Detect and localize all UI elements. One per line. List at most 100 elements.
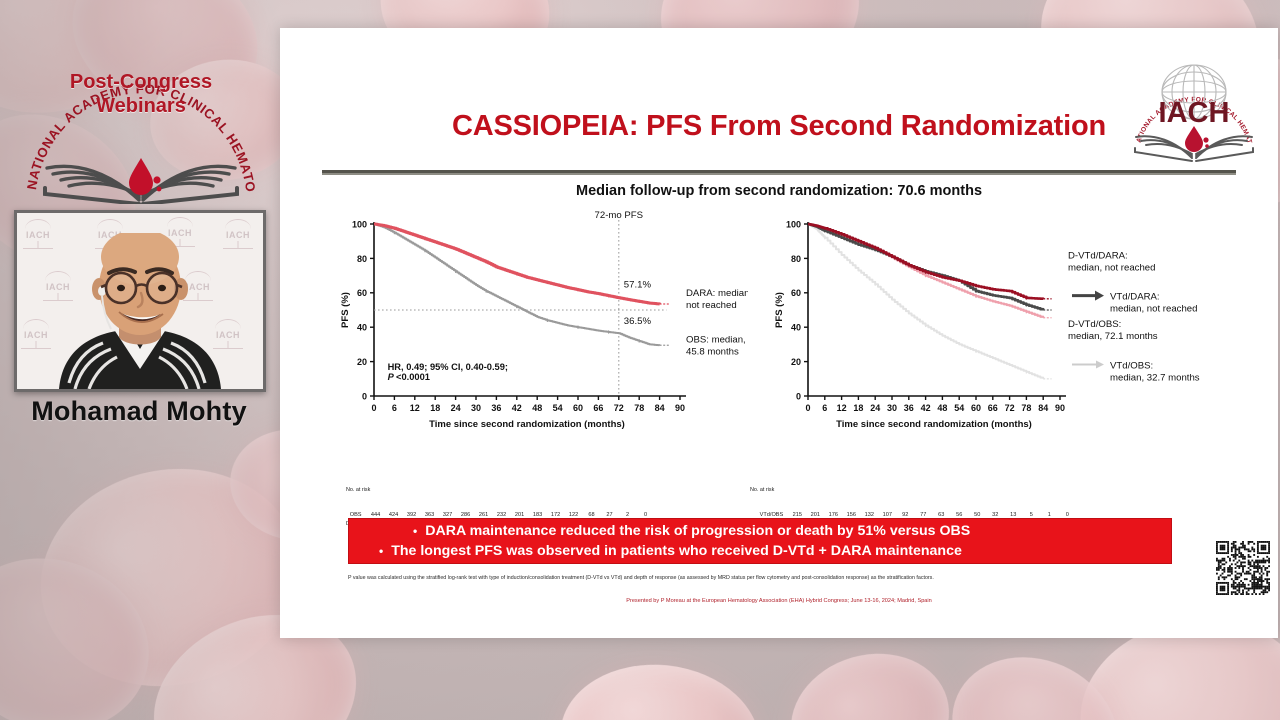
svg-text:100: 100 — [352, 219, 367, 229]
svg-text:57.1%: 57.1% — [624, 280, 652, 291]
risk-cell: 286 — [460, 512, 471, 519]
risk-cell: 0 — [1065, 512, 1069, 519]
svg-text:72: 72 — [614, 403, 624, 413]
svg-text:36.5%: 36.5% — [624, 316, 652, 327]
svg-text:VTd/OBS:: VTd/OBS: — [1110, 360, 1153, 371]
svg-text:72: 72 — [1005, 403, 1015, 413]
svg-text:18: 18 — [430, 403, 440, 413]
open-book-icon — [43, 158, 239, 204]
svg-text:54: 54 — [553, 403, 563, 413]
svg-text:54: 54 — [954, 403, 964, 413]
risk-cell: 13 — [1010, 512, 1017, 519]
svg-text:48: 48 — [532, 403, 542, 413]
open-book-icon — [1134, 135, 1254, 162]
risk-cell: 5 — [1029, 512, 1033, 519]
risk-cell: 122 — [568, 512, 579, 519]
slide-subheading: Median follow-up from second randomizati… — [575, 183, 983, 199]
video-watermark: IACH — [213, 319, 243, 349]
iach-logo-acronym: IACH — [1159, 97, 1230, 129]
speaker-portrait — [59, 233, 221, 389]
svg-text:D-VTd/OBS:: D-VTd/OBS: — [1068, 319, 1121, 330]
svg-text:PFS (%): PFS (%) — [340, 292, 351, 328]
risk-table-right-header: No. at risk — [750, 487, 775, 494]
svg-text:24: 24 — [870, 403, 880, 413]
svg-text:HR, 0.49; 95% CI, 0.40-0.59;: HR, 0.49; 95% CI, 0.40-0.59; — [388, 362, 508, 372]
pcw-logo-arc: INTERNATIONAL ACADEMY FOR CLINICAL HEMAT… — [12, 14, 258, 193]
svg-text:20: 20 — [791, 357, 801, 367]
slide-footnote: P value was calculated using the stratif… — [348, 574, 1168, 583]
video-watermark: IACH — [43, 271, 73, 301]
svg-text:median, not reached: median, not reached — [1110, 304, 1197, 315]
svg-text:40: 40 — [357, 323, 367, 333]
pcw-logo-center: Post-Congress Webinars — [12, 70, 270, 119]
risk-table-left-header: No. at risk — [346, 487, 371, 494]
bullet-icon: • — [379, 544, 384, 558]
svg-text:90: 90 — [675, 403, 685, 413]
svg-text:42: 42 — [512, 403, 522, 413]
svg-text:0: 0 — [371, 403, 376, 413]
svg-text:84: 84 — [655, 403, 665, 413]
risk-table-row: OBS 444 424 392 363 327 286 261 232 201 183 172 122 6… — [346, 511, 655, 520]
svg-text:90: 90 — [1055, 403, 1065, 413]
svg-text:24: 24 — [451, 403, 461, 413]
svg-text:66: 66 — [593, 403, 603, 413]
svg-text:40: 40 — [791, 323, 801, 333]
svg-text:60: 60 — [573, 403, 583, 413]
key-findings-callout: • DARA maintenance reduced the risk of p… — [348, 518, 1172, 564]
km-chart-four-arms: 0 20 40 60 80 100 0 6 12 18 24 30 36 42 48 54 60 66 72 78 84… — [760, 208, 1230, 453]
callout-bullet-2: • The longest PFS was observed in patien… — [349, 541, 1171, 561]
svg-text:6: 6 — [822, 403, 827, 413]
presented-credit: Presented by P Moreau at the European He… — [626, 598, 932, 604]
svg-text:median, 32.7 months: median, 32.7 months — [1110, 372, 1200, 383]
risk-cell: 176 — [828, 512, 838, 519]
svg-text:0: 0 — [805, 403, 810, 413]
risk-cell: 261 — [478, 512, 489, 519]
svg-text:12: 12 — [410, 403, 420, 413]
globe-icon — [1161, 64, 1227, 120]
km-chart-left-svg: 0 20 40 60 80 100 0 6 12 18 24 30 36 42 48 54 60 66 72 78 84… — [340, 210, 748, 430]
video-watermark: IACH — [183, 271, 213, 301]
bullet-icon: • — [413, 523, 418, 538]
video-watermark: IACH — [165, 217, 195, 247]
slide-title: CASSIOPEIA: PFS From Second Randomizatio… — [451, 110, 1107, 142]
svg-text:36: 36 — [904, 403, 914, 413]
svg-text:Time since second randomizatio: Time since second randomization (months) — [429, 419, 625, 430]
svg-text:30: 30 — [471, 403, 481, 413]
video-watermark: IACH — [23, 219, 53, 249]
svg-text:12: 12 — [837, 403, 847, 413]
svg-text:median, not reached: median, not reached — [1068, 262, 1155, 273]
pcw-logo-line1: Post-Congress — [69, 71, 213, 93]
callout-bullet-2-text: The longest PFS was observed in patients… — [391, 543, 962, 559]
km-chart-dara-vs-obs: 0 20 40 60 80 100 0 6 12 18 24 30 36 42 48 54 60 66 72 78 84… — [328, 208, 748, 453]
speaker-video[interactable]: IACH IACH IACH IACH IACH IACH IACH IACH — [14, 210, 266, 392]
risk-cell: 56 — [956, 512, 963, 519]
svg-text:P <0.0001: P <0.0001 — [388, 372, 430, 382]
risk-cell: 232 — [496, 512, 507, 519]
risk-cell: 132 — [864, 512, 874, 519]
svg-text:78: 78 — [1021, 403, 1031, 413]
svg-text:36: 36 — [491, 403, 501, 413]
risk-cell: 156 — [846, 512, 856, 519]
risk-cell: 172 — [550, 512, 561, 519]
presenter-panel: INTERNATIONAL ACADEMY FOR CLINICAL HEMAT… — [0, 0, 278, 720]
svg-text:60: 60 — [357, 288, 367, 298]
risk-cell: 363 — [424, 512, 435, 519]
svg-text:60: 60 — [791, 288, 801, 298]
svg-text:48: 48 — [937, 403, 947, 413]
svg-text:66: 66 — [988, 403, 998, 413]
risk-cell: 92 — [902, 512, 909, 519]
callout-bullet-1: • DARA maintenance reduced the risk of p… — [349, 521, 1171, 541]
svg-text:not reached: not reached — [686, 300, 737, 311]
risk-cell: 201 — [810, 512, 820, 519]
iach-logo: INTERNATIONAL ACADEMY FOR CLINICAL HEMAT… — [1124, 40, 1254, 162]
risk-cell: 27 — [606, 512, 613, 519]
risk-cell: 63 — [938, 512, 945, 519]
title-divider — [322, 170, 1236, 175]
qr-code[interactable] — [1216, 541, 1270, 595]
risk-cell: 32 — [992, 512, 999, 519]
svg-text:PFS (%): PFS (%) — [774, 292, 785, 328]
svg-text:100: 100 — [786, 219, 801, 229]
svg-text:median, 72.1 months: median, 72.1 months — [1068, 331, 1158, 342]
risk-cell: 77 — [920, 512, 927, 519]
risk-cell: 50 — [974, 512, 981, 519]
